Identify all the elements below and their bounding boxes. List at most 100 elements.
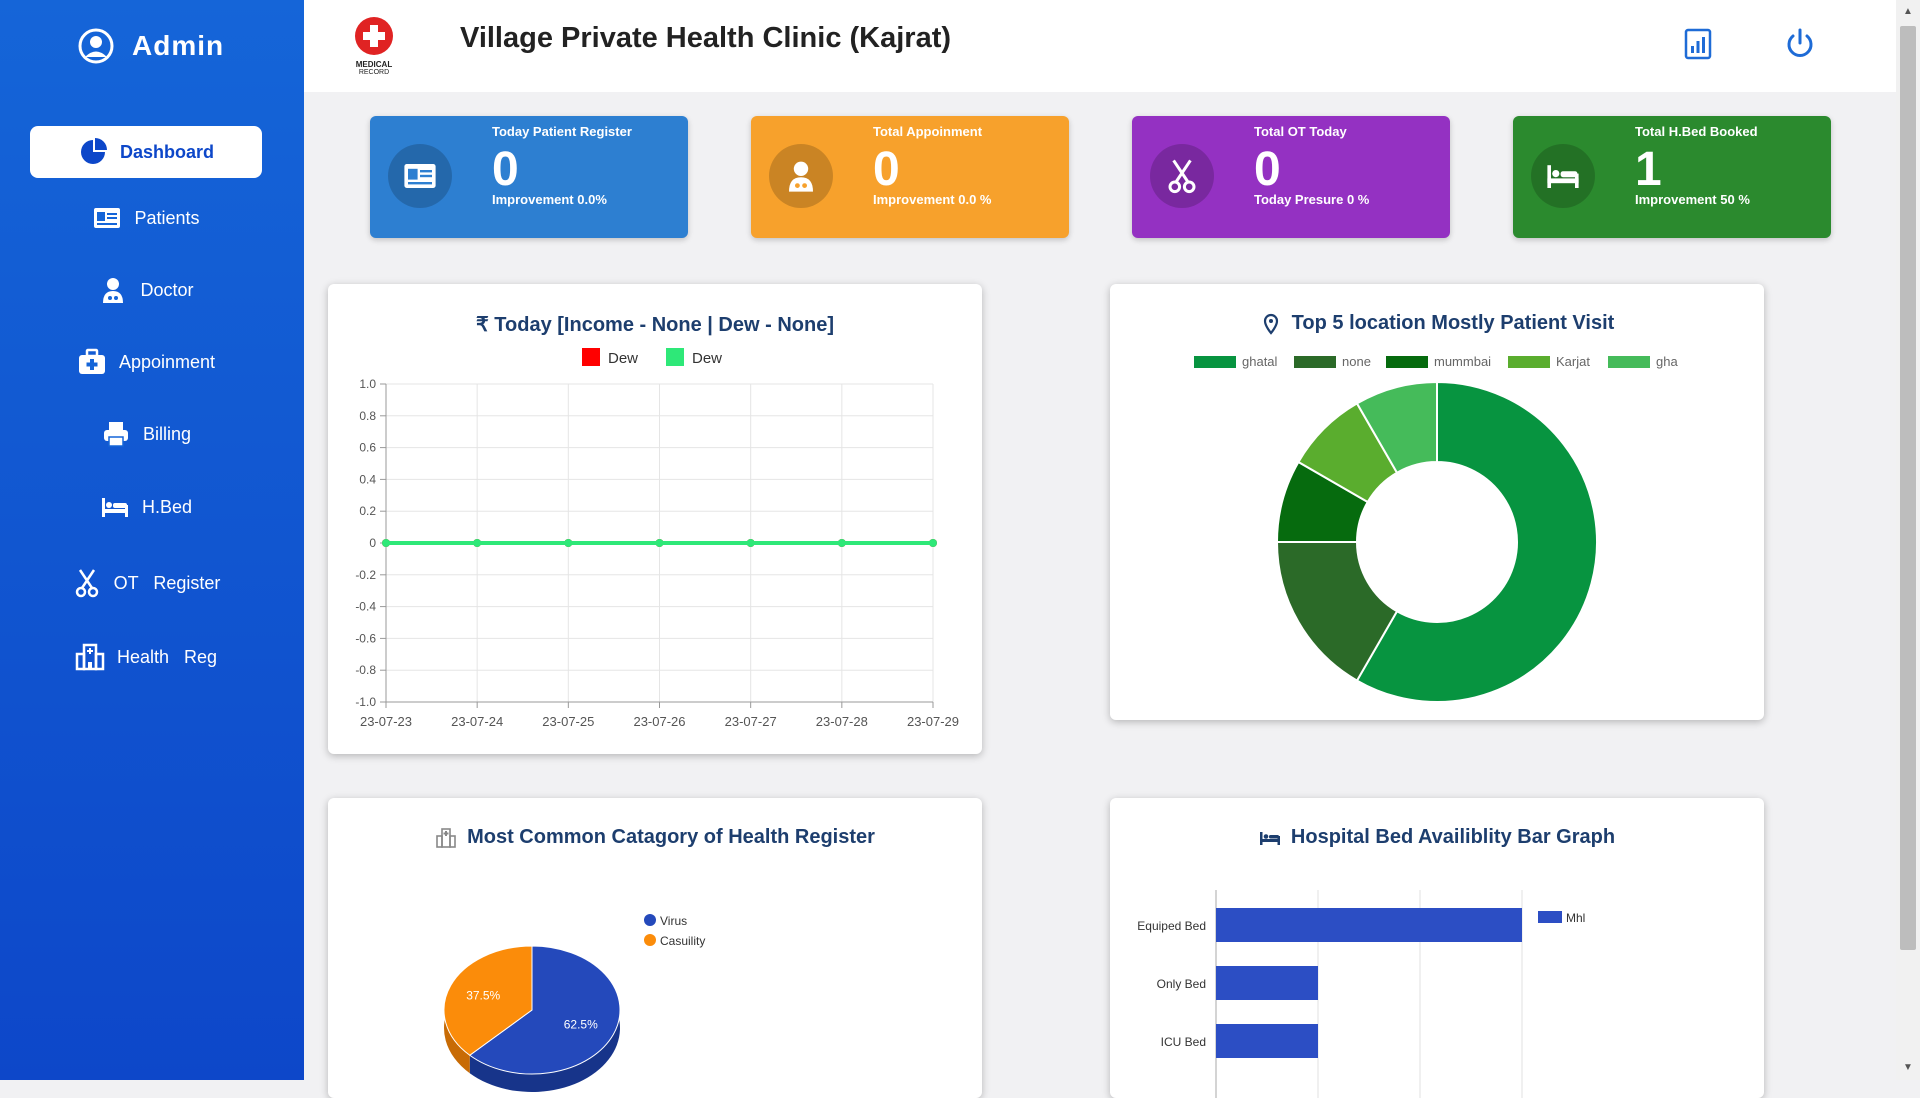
legend-label: mummbai — [1434, 354, 1491, 369]
stat-label: Today Patient Register — [492, 124, 632, 139]
stat-card-hbed-booked[interactable]: Total H.Bed Booked 1 Improvement 50 % — [1513, 116, 1831, 238]
stat-value: 0 — [873, 143, 900, 196]
sidebar-item-label: H.Bed — [141, 496, 193, 517]
sidebar-item-appoinment[interactable]: Appoinment — [30, 336, 262, 388]
scroll-thumb[interactable] — [1900, 26, 1916, 950]
legend-label: Mhl — [1566, 911, 1585, 925]
sidebar-item-label: Doctor — [140, 279, 194, 300]
legend-label: gha — [1656, 354, 1678, 369]
sidebar-item-label: Appoinment — [118, 351, 216, 372]
sidebar-item-label: OT Register — [113, 572, 221, 593]
stat-subtext: Today Presure 0 % — [1254, 192, 1370, 207]
data-point — [655, 539, 664, 547]
stat-card-patient-register[interactable]: Today Patient Register 0 Improvement 0.0… — [370, 116, 688, 238]
stat-value: 0 — [492, 143, 519, 196]
sidebar-item-health-reg[interactable]: Health Reg — [30, 631, 262, 683]
sidebar-item-ot-register[interactable]: OT Register — [30, 557, 262, 609]
data-point — [382, 539, 390, 547]
y-tick-label: -0.6 — [355, 631, 376, 645]
bar-icu-bed — [1216, 1024, 1318, 1058]
power-logout-icon[interactable] — [1782, 26, 1818, 62]
map-pin-icon — [1263, 313, 1278, 335]
stat-subtext: Improvement 50 % — [1635, 192, 1750, 207]
y-tick-label: 0.4 — [359, 472, 376, 486]
y-category-label: ICU Bed — [1161, 1035, 1206, 1049]
sidebar-item-hbed[interactable]: H.Bed — [30, 481, 262, 533]
stat-subtext: Improvement 0.0 % — [873, 192, 992, 207]
stat-card-appoinment[interactable]: Total Appoinment 0 Improvement 0.0 % — [751, 116, 1069, 238]
health-chart-title-row: Most Common Catagory of Health Register — [328, 826, 982, 849]
legend-label: Dew — [692, 350, 722, 367]
sidebar-item-dashboard[interactable]: Dashboard — [30, 126, 262, 178]
doctor-icon — [789, 161, 813, 192]
legend-swatch — [666, 348, 684, 366]
bed-icon — [1259, 831, 1280, 845]
scroll-up-arrow[interactable]: ▲ — [1903, 6, 1913, 17]
legend-label: Karjat — [1556, 354, 1590, 369]
x-tick-label: 23-07-28 — [816, 714, 868, 729]
pie-slice-virus — [468, 945, 621, 1075]
report-chart-icon[interactable] — [1680, 26, 1716, 62]
data-point — [564, 539, 573, 547]
legend-label: none — [1342, 354, 1371, 369]
stat-icon-wrap — [1531, 144, 1595, 208]
y-category-label: Equiped Bed — [1137, 919, 1206, 933]
stat-icon-wrap — [1150, 144, 1214, 208]
scissors-icon — [1168, 159, 1196, 194]
brand-name: Admin — [132, 30, 225, 61]
medical-kit-icon — [78, 348, 105, 374]
legend-swatch — [1194, 356, 1236, 368]
legend-swatch — [582, 348, 600, 366]
page-scrollbar[interactable]: ▲ ▼ — [1896, 0, 1920, 1080]
health-pie-chart: 62.5% 37.5% Virus Casuility — [443, 914, 705, 1092]
page-title: Village Private Health Clinic (Kajrat) — [460, 22, 952, 54]
sidebar-item-billing[interactable]: Billing — [30, 408, 262, 460]
y-tick-label: -0.8 — [355, 663, 376, 677]
bed-icon — [101, 498, 128, 517]
health-chart-title: Most Common Catagory of Health Register — [467, 826, 875, 848]
x-tick-label: 23-07-26 — [633, 714, 685, 729]
y-tick-label: -1.0 — [355, 695, 376, 709]
donut-slice-ghatal — [1355, 380, 1598, 703]
income-chart-title: ₹ Today [Income - None | Dew - None] — [476, 314, 834, 336]
doctor-icon — [103, 278, 124, 303]
bed-chart-panel: Hospital Bed Availiblity Bar Graph Equip… — [1110, 798, 1764, 1098]
pie-data-label: 37.5% — [466, 988, 500, 1002]
stat-value: 1 — [1635, 143, 1662, 196]
top-header: MEDICAL RECORD Village Private Health Cl… — [304, 0, 1896, 92]
medical-record-logo: MEDICAL RECORD — [346, 16, 402, 78]
data-point — [929, 539, 937, 547]
income-line-chart: Dew Dew 1.0 0.8 0.6 0.4 0.2 0 -0.2 -0.4 -0.6 -0.8 -1… — [355, 348, 959, 729]
bar-only-bed — [1216, 966, 1318, 1000]
x-tick-label: 23-07-29 — [907, 714, 959, 729]
y-tick-label: 1.0 — [359, 377, 376, 391]
legend-label: ghatal — [1242, 354, 1278, 369]
data-point — [473, 539, 482, 547]
legend-swatch — [644, 914, 656, 926]
y-tick-label: 0.2 — [359, 504, 376, 518]
pie-chart-icon — [80, 138, 107, 164]
stat-card-ot-today[interactable]: Total OT Today 0 Today Presure 0 % — [1132, 116, 1450, 238]
y-tick-label: -0.4 — [355, 600, 376, 614]
y-category-label: Only Bed — [1157, 977, 1206, 991]
legend-swatch — [1386, 356, 1428, 368]
bed-icon — [1547, 165, 1579, 188]
stat-label: Total OT Today — [1254, 124, 1347, 139]
sidebar-item-doctor[interactable]: Doctor — [30, 264, 262, 316]
legend-swatch — [1294, 356, 1336, 368]
stat-icon-wrap — [769, 144, 833, 208]
stat-subtext: Improvement 0.0% — [492, 192, 607, 207]
sidebar: Admin Dashboard Patients Doctor Appoinme… — [0, 0, 304, 1080]
legend-swatch — [1508, 356, 1550, 368]
location-donut-chart: ghatal none mummbai Karjat gha — [1194, 354, 1678, 703]
stat-label: Total Appoinment — [873, 124, 983, 139]
scissors-icon — [75, 569, 98, 598]
id-card-icon — [404, 164, 436, 188]
data-point — [746, 539, 755, 547]
y-tick-label: -0.2 — [355, 568, 376, 582]
sidebar-item-patients[interactable]: Patients — [30, 192, 262, 244]
sidebar-brand[interactable]: Admin — [78, 26, 224, 66]
scroll-down-arrow[interactable]: ▼ — [1903, 1062, 1913, 1073]
location-chart-title-row: Top 5 location Mostly Patient Visit — [1110, 312, 1764, 335]
bed-chart-title-row: Hospital Bed Availiblity Bar Graph — [1110, 826, 1764, 849]
